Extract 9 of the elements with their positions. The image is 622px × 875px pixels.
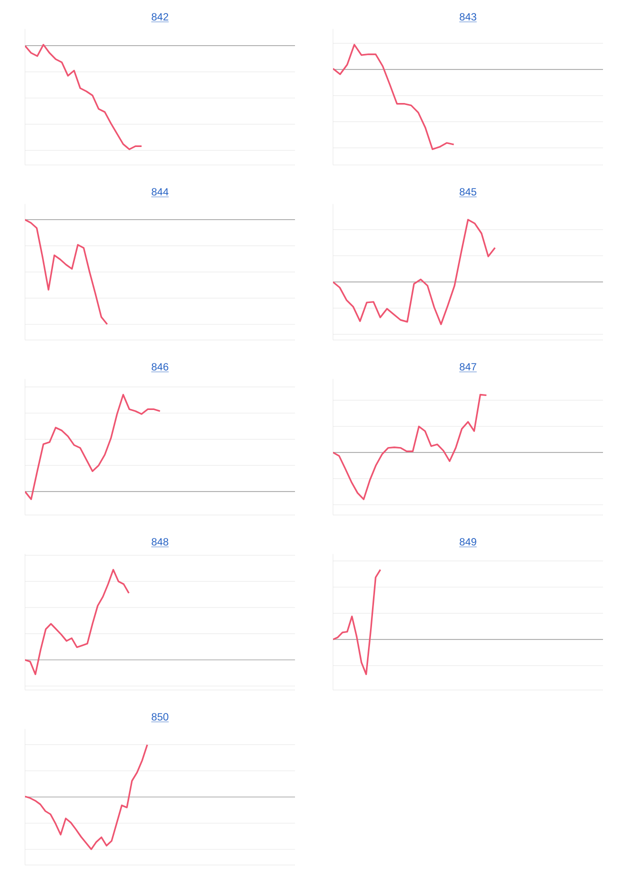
chart-title: 844 [152, 188, 168, 196]
chart-title: 847 [460, 363, 476, 371]
chart-title: 845 [460, 188, 476, 196]
chart-title: 842 [152, 13, 168, 21]
chart-title: 849 [460, 538, 476, 546]
chart-title: 843 [460, 13, 476, 21]
chart-title: 846 [152, 363, 168, 371]
chart-title: 848 [152, 538, 168, 546]
chart-title: 850 [152, 713, 168, 721]
